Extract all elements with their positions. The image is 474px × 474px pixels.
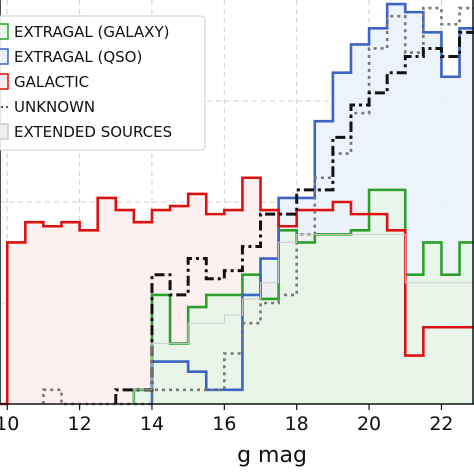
legend-swatch <box>0 123 9 140</box>
legend-label: EXTRAGAL (GALAXY) <box>14 23 169 41</box>
legend-label: EXTRAGAL (QSO) <box>14 48 142 66</box>
series-lines <box>0 2 474 406</box>
line-extended-sources <box>133 233 474 404</box>
line-unknown-dash-dot <box>114 30 474 404</box>
line-extragal-qso <box>150 2 474 404</box>
x-tick-label: 20 <box>357 413 381 435</box>
x-tick-label: 16 <box>212 413 236 435</box>
x-ticks: 10 12 14 16 18 20 22 <box>0 404 454 435</box>
legend-swatch <box>0 73 9 90</box>
x-tick-label: 14 <box>140 413 164 435</box>
legend-label: EXTENDED SOURCES <box>14 123 172 141</box>
x-axis-label: g mag <box>237 443 307 468</box>
legend-box <box>0 15 206 151</box>
x-tick-label: 18 <box>285 413 309 435</box>
legend: EXTRAGAL (GALAXY) EXTRAGAL (QSO) GALACTIC U… <box>0 15 206 151</box>
fill-extragal-galaxy- <box>133 189 474 404</box>
x-tick-label: 10 <box>0 413 19 435</box>
legend-label: UNKNOWN <box>14 98 95 116</box>
x-tick-label: 12 <box>68 413 92 435</box>
legend-swatch <box>0 23 9 40</box>
line-galactic <box>0 176 474 406</box>
x-tick-label: 22 <box>429 413 453 435</box>
legend-swatch <box>0 48 9 65</box>
legend-label: GALACTIC <box>14 73 89 91</box>
